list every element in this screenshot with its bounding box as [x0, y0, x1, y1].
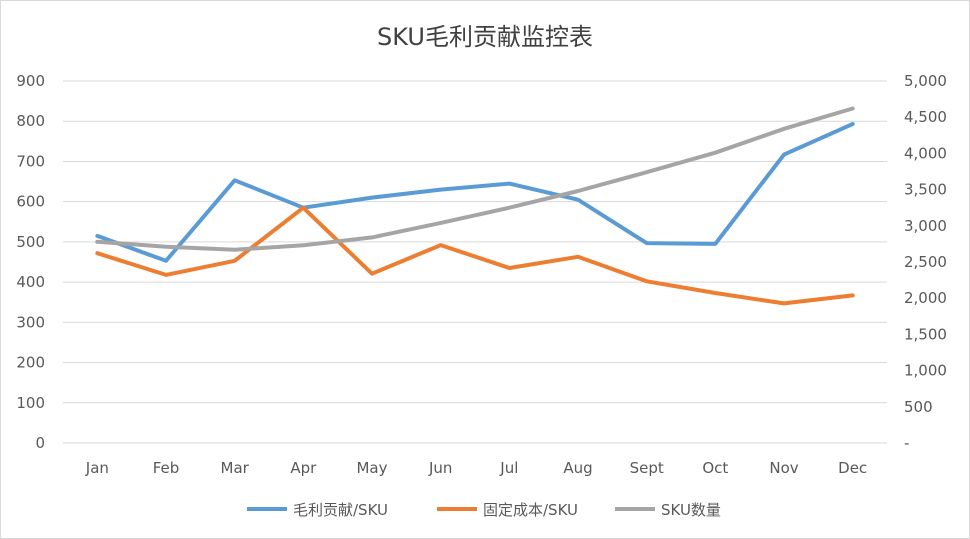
- left-tick-label: 200: [16, 354, 45, 372]
- x-tick-label: May: [356, 459, 387, 477]
- left-tick-label: 500: [16, 233, 45, 251]
- left-tick-label: 300: [16, 313, 45, 331]
- right-tick-label: 3,000: [904, 217, 947, 235]
- series-line-2: [95, 106, 855, 252]
- series-line-1: [95, 205, 855, 306]
- left-tick-label: 600: [16, 193, 45, 211]
- right-tick-label: 3,500: [904, 181, 947, 199]
- x-tick-label: Sept: [630, 459, 664, 477]
- right-tick-label: 1,000: [904, 362, 947, 380]
- x-tick-label: Jun: [428, 459, 452, 477]
- right-tick-label: 4,000: [904, 144, 947, 162]
- chart-title: SKU毛利贡献监控表: [377, 23, 593, 51]
- legend-label-2: SKU数量: [661, 501, 721, 519]
- right-tick-label: 4,500: [904, 108, 947, 126]
- x-tick-label: Oct: [702, 459, 728, 477]
- left-tick-label: 900: [16, 72, 45, 90]
- x-tick-label: Mar: [221, 459, 250, 477]
- legend: 毛利贡献/SKU 固定成本/SKU SKU数量: [247, 501, 721, 519]
- right-tick-label: 2,500: [904, 253, 947, 271]
- gridlines: [63, 80, 887, 444]
- legend-label-0: 毛利贡献/SKU: [293, 501, 388, 519]
- left-tick-label: 0: [35, 434, 45, 452]
- left-tick-label: 400: [16, 273, 45, 291]
- right-tick-label: 5,000: [904, 72, 947, 90]
- x-tick-label: Dec: [838, 459, 867, 477]
- left-tick-label: 700: [16, 152, 45, 170]
- right-tick-label: 500: [904, 398, 933, 416]
- legend-label-1: 固定成本/SKU: [483, 501, 578, 519]
- series-line-0: [95, 122, 855, 263]
- left-tick-label: 100: [16, 394, 45, 412]
- x-tick-label: Jul: [499, 459, 518, 477]
- x-tick-label: Nov: [769, 459, 798, 477]
- right-tick-label: 1,500: [904, 325, 947, 343]
- series-lines: [95, 106, 855, 306]
- x-axis-ticks: Jan Feb Mar Apr May Jun Jul Aug Sept Oct Nov Dec: [85, 459, 867, 477]
- x-tick-label: Apr: [290, 459, 317, 477]
- right-axis-ticks: - 500 1,000 1,500 2,000 2,500 3,000 3,500 4,000 4…: [904, 72, 947, 452]
- left-axis-ticks: 0 100 200 300 400 500 600 700 800 900: [16, 72, 45, 452]
- x-tick-label: Aug: [563, 459, 592, 477]
- right-tick-label: 2,000: [904, 289, 947, 307]
- x-tick-label: Feb: [153, 459, 180, 477]
- x-tick-label: Jan: [85, 459, 109, 477]
- right-tick-label: -: [904, 434, 909, 452]
- left-tick-label: 800: [16, 112, 45, 130]
